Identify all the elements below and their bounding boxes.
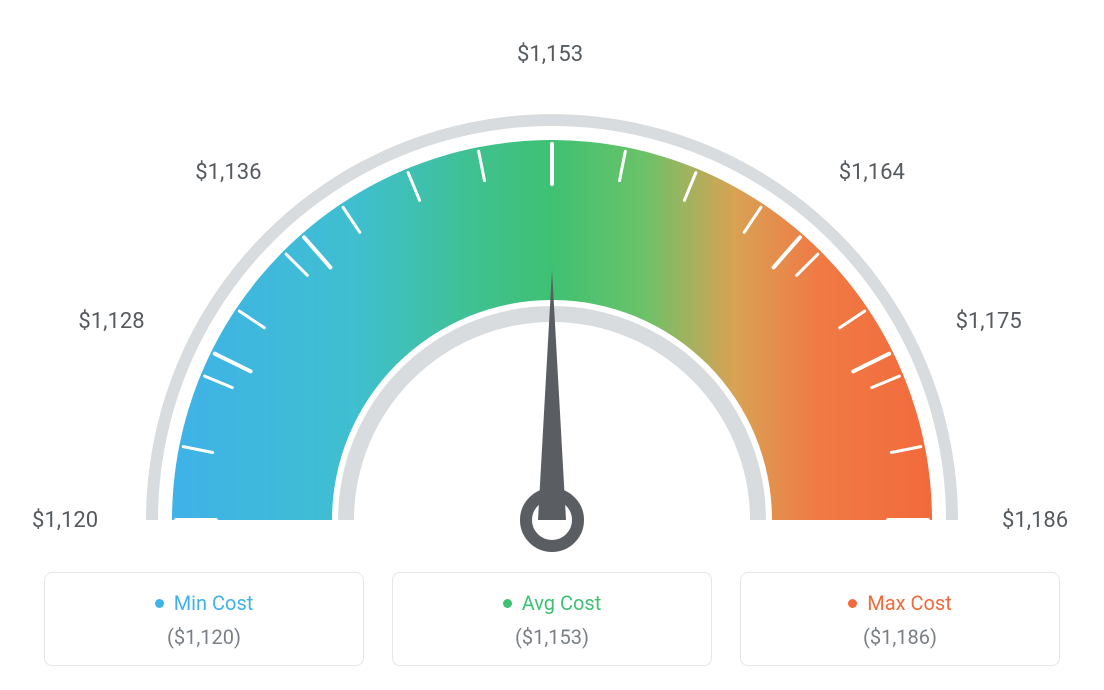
- legend-card-min: Min Cost ($1,120): [44, 572, 364, 666]
- gauge-tick-label: $1,120: [32, 508, 98, 533]
- legend-dot-min: [155, 599, 164, 608]
- legend-title-text: Max Cost: [867, 591, 952, 615]
- legend-title-min: Min Cost: [155, 591, 254, 615]
- legend-value-max: ($1,186): [761, 625, 1039, 649]
- legend-dot-avg: [503, 599, 512, 608]
- legend-value-min: ($1,120): [65, 625, 343, 649]
- legend-title-avg: Avg Cost: [503, 591, 602, 615]
- legend-dot-max: [848, 599, 857, 608]
- gauge-tick-label: $1,175: [956, 309, 1022, 334]
- gauge-tick-label: $1,164: [839, 160, 905, 185]
- gauge-tick-label: $1,153: [517, 42, 583, 67]
- legend-value-avg: ($1,153): [413, 625, 691, 649]
- gauge-svg: [0, 40, 1104, 600]
- gauge-tick-label: $1,128: [78, 309, 144, 334]
- legend-title-max: Max Cost: [848, 591, 952, 615]
- gauge-tick-label: $1,136: [195, 160, 261, 185]
- legend-card-max: Max Cost ($1,186): [740, 572, 1060, 666]
- gauge-tick-label: $1,186: [1002, 508, 1068, 533]
- legend-title-text: Avg Cost: [522, 591, 602, 615]
- legend-title-text: Min Cost: [174, 591, 254, 615]
- legend-row: Min Cost ($1,120) Avg Cost ($1,153) Max Cost…: [0, 572, 1104, 666]
- gauge-chart: $1,120 $1,128 $1,136 $1,153 $1,164 $1,175 $1,1…: [0, 0, 1104, 560]
- legend-card-avg: Avg Cost ($1,153): [392, 572, 712, 666]
